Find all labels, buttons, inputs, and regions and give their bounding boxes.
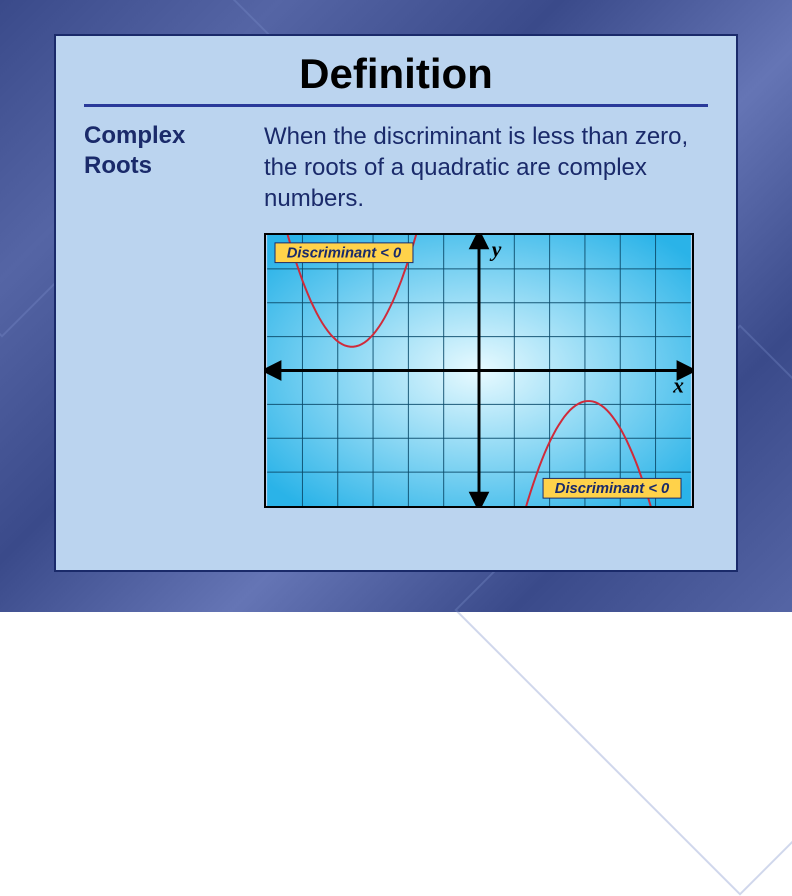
- discriminant-callout-2-text: Discriminant < 0: [555, 481, 670, 497]
- discriminant-callout-1-text: Discriminant < 0: [287, 245, 402, 261]
- term-label: Complex Roots: [84, 121, 234, 215]
- title-divider: [84, 104, 708, 107]
- term-description: When the discriminant is less than zero,…: [264, 121, 708, 215]
- quadratic-graph: yxDiscriminant < 0Discriminant < 0: [264, 233, 694, 508]
- definition-card: Definition Complex Roots When the discri…: [54, 34, 738, 572]
- graph-container: yxDiscriminant < 0Discriminant < 0: [264, 233, 708, 508]
- card-title: Definition: [84, 50, 708, 104]
- content-row: Complex Roots When the discriminant is l…: [84, 121, 708, 215]
- axis-x-label: x: [672, 373, 684, 397]
